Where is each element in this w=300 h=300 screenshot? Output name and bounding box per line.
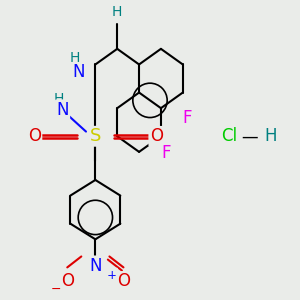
- Text: H: H: [69, 51, 80, 65]
- Text: F: F: [183, 109, 192, 127]
- Text: O: O: [28, 127, 41, 145]
- Text: F: F: [161, 144, 170, 162]
- Text: O: O: [61, 272, 74, 290]
- Text: N: N: [72, 63, 84, 81]
- Text: S: S: [90, 127, 101, 145]
- Text: +: +: [106, 269, 117, 282]
- Text: Cl: Cl: [222, 127, 238, 145]
- Text: —: —: [242, 127, 258, 145]
- Text: O: O: [117, 272, 130, 290]
- Text: −: −: [51, 283, 62, 296]
- Text: N: N: [89, 257, 102, 275]
- Text: H: H: [264, 127, 276, 145]
- Text: N: N: [56, 101, 69, 119]
- Text: H: H: [112, 5, 122, 19]
- Text: O: O: [150, 127, 163, 145]
- Text: H: H: [54, 92, 64, 106]
